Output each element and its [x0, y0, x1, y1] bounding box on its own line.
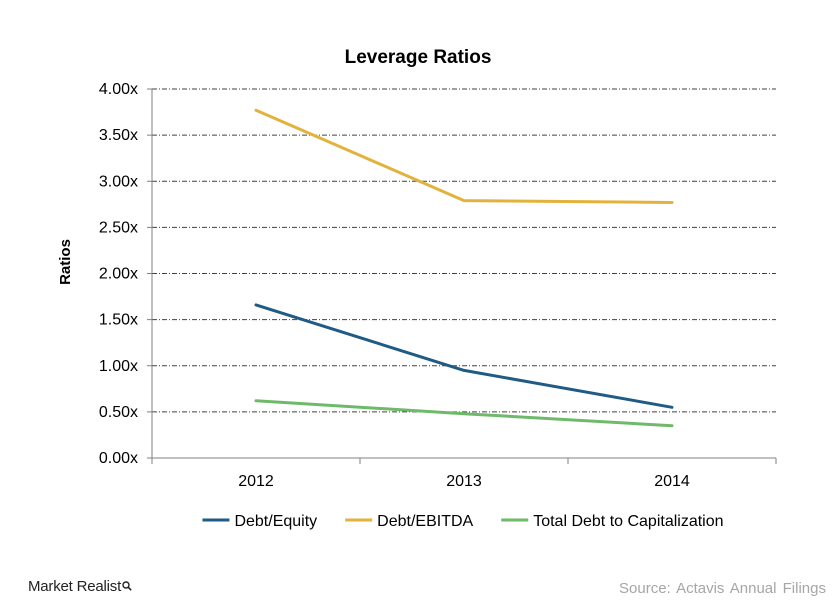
grid-lines: [152, 88, 776, 413]
legend: Debt/Equity Debt/EBITDA Total Debt to Capi…: [202, 513, 724, 530]
y-tick-label: 1.50x: [99, 312, 138, 329]
y-tick-label: 3.00x: [99, 173, 138, 190]
x-tick-label: 2013: [446, 473, 482, 490]
legend-label: Total Debt to Capitalization: [533, 513, 723, 530]
y-tick-label: 2.00x: [99, 266, 138, 283]
y-tick-labels: 0.00x 0.50x 1.00x 1.50x 2.00x 2.50x 3.00x 3.50x…: [99, 81, 138, 467]
series-line-total-debt-to-capitalization: [254, 399, 674, 428]
legend-item-debt-equity: Debt/Equity: [202, 513, 317, 530]
legend-label: Debt/Equity: [234, 513, 317, 530]
axes: [147, 88, 777, 464]
y-tick-label: 2.50x: [99, 219, 138, 236]
x-tick-labels: 2012 2013 2014: [238, 473, 690, 490]
y-tick-label: 0.50x: [99, 404, 138, 421]
legend-label: Debt/EBITDA: [377, 513, 473, 530]
series-line-debt-equity: [254, 303, 674, 409]
y-tick-label: 4.00x: [99, 81, 138, 98]
legend-item-total-debt-to-capitalization: Total Debt to Capitalization: [501, 513, 724, 530]
y-axis-label: Ratios: [57, 239, 74, 285]
legend-item-debt-ebitda: Debt/EBITDA: [345, 513, 474, 530]
brand-logo: Market Realist: [28, 578, 132, 595]
x-tick-label: 2014: [654, 473, 690, 490]
source-note: Source: Actavis Annual Filings: [619, 580, 826, 597]
series-line-debt-ebitda: [254, 108, 674, 204]
y-tick-label: 1.00x: [99, 358, 138, 375]
series-lines: [254, 108, 674, 428]
y-tick-label: 3.50x: [99, 127, 138, 144]
magnifier-icon: [122, 578, 132, 591]
brand-name: Market Realist: [28, 578, 122, 595]
x-tick-label: 2012: [238, 473, 274, 490]
y-tick-label: 0.00x: [99, 450, 138, 467]
chart-title: Leverage Ratios: [345, 47, 492, 68]
